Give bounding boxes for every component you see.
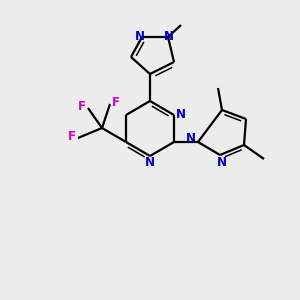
Text: N: N [145, 157, 155, 169]
Text: N: N [186, 133, 196, 146]
Text: F: F [112, 95, 120, 109]
Text: F: F [78, 100, 86, 112]
Text: N: N [176, 109, 186, 122]
Text: F: F [68, 130, 76, 143]
Text: N: N [217, 155, 227, 169]
Text: N: N [135, 29, 145, 43]
Text: N: N [164, 29, 174, 43]
